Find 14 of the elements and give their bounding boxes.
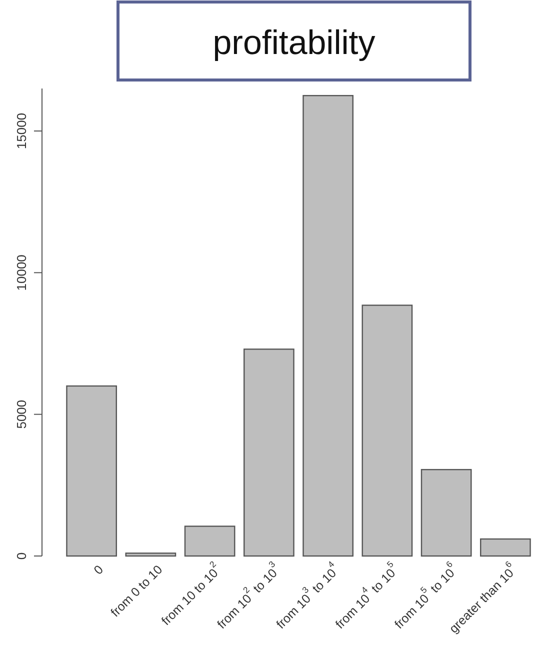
bar [184,526,236,557]
bar [66,385,117,557]
bar [125,552,176,557]
y-tick-label: 10000 [14,254,29,291]
x-tick-label: 0 [91,562,106,578]
bar [302,94,354,557]
bar [480,538,531,557]
chart-title: profitability [212,24,376,62]
bar [420,468,472,557]
bar [244,348,294,557]
y-tick-label: 15000 [14,112,29,150]
y-tick-label: 5000 [14,400,29,429]
bar [362,304,413,557]
y-tick-label: 0 [14,552,29,560]
